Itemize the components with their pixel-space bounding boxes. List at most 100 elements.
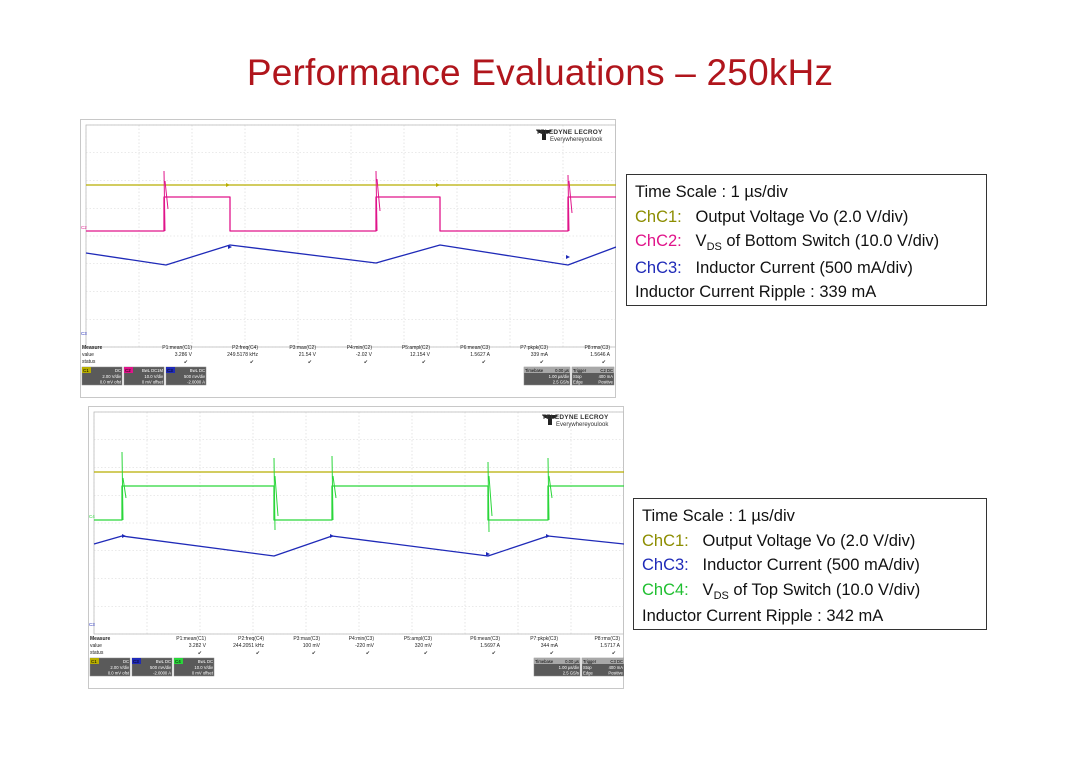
legend-channel-label: ChC1:	[635, 207, 682, 226]
status-check-icon: ✔	[366, 651, 370, 657]
status-check-icon: ✔	[424, 651, 428, 657]
trigger-slope: Positive	[598, 380, 613, 385]
legend-channel-text: Inductor Current (500 mA/div)	[695, 258, 913, 277]
channel-badge	[173, 657, 215, 677]
status-check-icon: ✔	[482, 360, 486, 366]
measure-value: 1.5717 A	[600, 643, 620, 649]
status-check-icon: ✔	[198, 651, 202, 657]
measure-header: P1:mean(C1)	[176, 636, 206, 642]
trigger-header	[582, 658, 624, 664]
legend-ripple: Inductor Current Ripple : 342 mA	[642, 607, 884, 626]
trace-marker	[226, 183, 230, 187]
channel-badge-label: C2	[125, 368, 131, 373]
channel-badge-scale: 2.00 V/div	[110, 665, 130, 670]
measure-header: P2:freq(C4)	[232, 345, 258, 351]
legend-time-scale: Time Scale : 1 µs/div	[642, 507, 795, 525]
timebase-rate: 2.5 GS/s	[563, 671, 579, 676]
measure-row-label: value	[82, 352, 94, 358]
trace-marker	[546, 534, 550, 538]
legend-vds-v: V	[702, 580, 714, 599]
measure-header: P5:ampl(C2)	[402, 345, 430, 351]
channel-badge-offset: 0.0 mV ofst	[100, 380, 122, 385]
channel-badge-mode: BwL DC1M	[142, 368, 164, 373]
switching-spike	[567, 174, 573, 232]
measure-header: Measure	[90, 636, 111, 642]
trigger-level: 400 mA	[599, 374, 614, 379]
channel-badge-label: C1	[83, 368, 89, 373]
channel-badge-offset: 0 mV offset	[142, 380, 164, 385]
legend-box-2: Time Scale : 1 µs/div ChC1: Output Volta…	[633, 498, 987, 630]
measure-header: P4:min(C3)	[349, 636, 375, 642]
status-check-icon: ✔	[364, 360, 368, 366]
legend-channel-text: of Top Switch (10.0 V/div)	[728, 580, 921, 599]
trigger-type: Edge	[583, 671, 593, 676]
status-check-icon: ✔	[550, 651, 554, 657]
timebase-header	[534, 658, 580, 664]
status-check-icon: ✔	[612, 651, 616, 657]
trace-ch4-vds-top	[94, 485, 624, 521]
status-check-icon: ✔	[602, 360, 606, 366]
channel-badge-color	[174, 658, 183, 664]
measure-header: P8:rms(C3)	[584, 345, 610, 351]
trigger-mode: Stop	[573, 374, 582, 379]
scope-frame	[88, 406, 624, 689]
trigger-label: Trigger	[583, 659, 597, 664]
switching-spike	[547, 457, 553, 521]
trace-ch3-inductor-current	[85, 244, 616, 266]
brand-tagline: Everywhereyoulook	[556, 422, 609, 428]
timebase-rate: 2.5 GS/s	[553, 380, 569, 385]
measure-value: 12.154 V	[410, 352, 431, 358]
switching-spike	[331, 455, 337, 521]
trigger-mode: Stop	[583, 665, 592, 670]
trigger-value: C2 DC	[600, 368, 613, 373]
measure-header: P6:mean(C3)	[460, 345, 490, 351]
scope-1-screen: C2 C3 Measure P1:mean(C1) P2:freq(C4) P3:max(…	[80, 119, 616, 398]
timebase-header	[524, 367, 570, 373]
status-check-icon: ✔	[308, 360, 312, 366]
channel-badge-color	[166, 367, 175, 373]
brand-name: TELEDYNE LECROY	[536, 129, 603, 136]
channel-badge-scale: 10.0 V/div	[194, 665, 214, 670]
switching-spike	[487, 461, 493, 533]
channel-badge-offset: -2.0000 A	[187, 380, 205, 385]
status-check-icon: ✔	[422, 360, 426, 366]
legend-channel-text: Output Voltage Vo (2.0 V/div)	[702, 531, 916, 550]
legend-ripple: Inductor Current Ripple : 339 mA	[635, 283, 877, 302]
grid-border	[93, 411, 624, 635]
status-check-icon: ✔	[312, 651, 316, 657]
measure-row-label: value	[90, 643, 102, 649]
measure-value: 21.54 V	[299, 352, 317, 358]
measure-value: 100 mV	[303, 643, 321, 649]
trigger-slope: Positive	[608, 671, 623, 676]
channel-ref-label: C3	[89, 622, 95, 627]
measure-value: 1.5627 A	[470, 352, 490, 358]
channel-badge	[131, 657, 173, 677]
channel-badge	[89, 657, 131, 677]
channel-badge-color	[124, 367, 133, 373]
measure-header: P3:max(C3)	[293, 636, 320, 642]
trace-marker	[330, 534, 334, 538]
measure-header: P6:mean(C3)	[470, 636, 500, 642]
channel-ref-label: C4	[89, 514, 95, 519]
status-check-icon: ✔	[184, 360, 188, 366]
channel-badge	[123, 366, 165, 386]
measure-header: P4:min(C2)	[347, 345, 373, 351]
scope-2-screen: C4 C3 Measure P1:mean(C1) P2:freq(C4) P3:max(…	[88, 406, 624, 689]
measure-value: -220 mV	[355, 643, 375, 649]
trace-marker	[566, 255, 570, 259]
legend-channel-label: ChC4:	[642, 580, 689, 599]
teledyne-logo-icon	[542, 415, 558, 425]
trace-marker	[228, 245, 232, 249]
measure-row-label: status	[90, 650, 104, 656]
trace-ch2-vds-bottom	[86, 196, 616, 232]
measure-value: 320 mV	[415, 643, 433, 649]
legend-channel-text: Output Voltage Vo (2.0 V/div)	[695, 207, 909, 226]
legend-row-ch3: ChC3: Inductor Current (500 mA/div)	[642, 553, 978, 578]
legend-channel-label: ChC3:	[635, 258, 682, 277]
scope-capture-1: C2 C3 Measure P1:mean(C1) P2:freq(C4) P3:max(…	[80, 119, 616, 398]
channel-badge-color	[90, 658, 99, 664]
measure-header: P1:mean(C1)	[162, 345, 192, 351]
brand-logo: TELEDYNE LECROY Everywhereyoulook	[542, 414, 609, 429]
timebase-label: Timebase	[535, 659, 554, 664]
legend-vds-sub: DS	[713, 589, 729, 602]
